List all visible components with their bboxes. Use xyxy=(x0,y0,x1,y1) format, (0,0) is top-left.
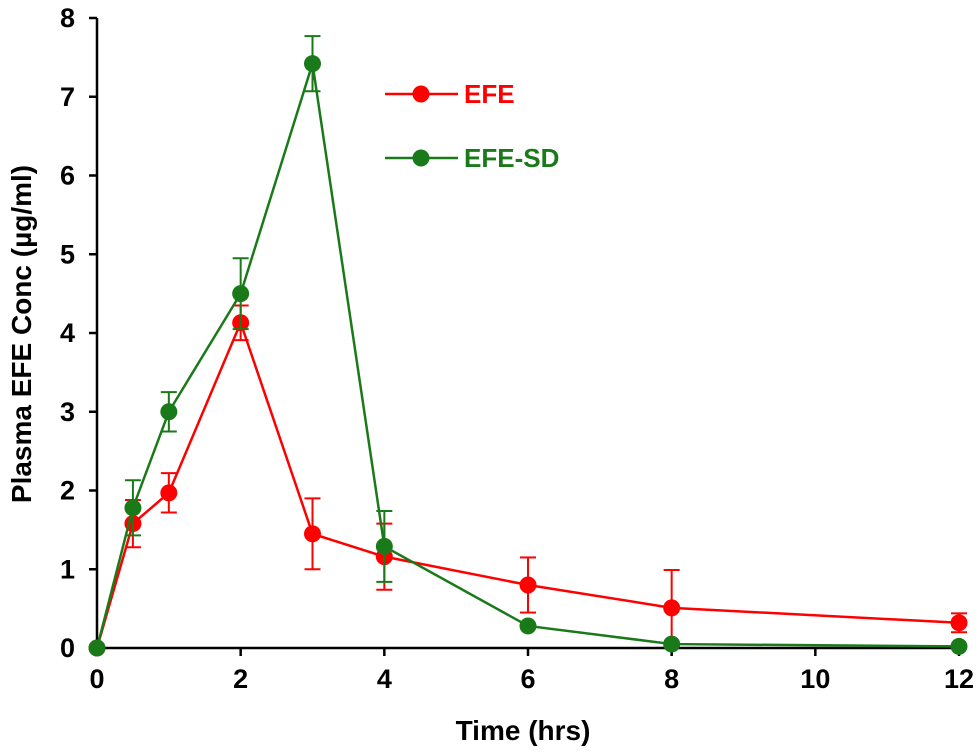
data-point xyxy=(160,403,178,421)
x-tick-label: 8 xyxy=(664,664,679,694)
y-tick-label: 5 xyxy=(60,239,75,269)
x-tick-label: 0 xyxy=(89,664,104,694)
y-tick-label: 0 xyxy=(60,633,75,663)
data-point xyxy=(124,499,142,517)
y-axis-ticks: 0 1 2 3 4 5 6 7 8 xyxy=(60,3,97,663)
x-axis-title: Time (hrs) xyxy=(456,715,591,746)
data-point xyxy=(950,614,968,632)
y-tick-label: 6 xyxy=(60,161,75,191)
y-tick-label: 2 xyxy=(60,476,75,506)
legend-marker xyxy=(412,85,430,103)
data-point xyxy=(375,537,393,555)
axes xyxy=(95,18,959,650)
x-tick-label: 6 xyxy=(520,664,535,694)
legend-label: EFE-SD xyxy=(464,143,559,173)
data-point xyxy=(232,285,250,303)
x-axis-ticks: 0 2 4 6 8 10 12 xyxy=(89,648,974,694)
data-point xyxy=(160,484,178,502)
y-tick-label: 1 xyxy=(60,554,75,584)
x-tick-label: 2 xyxy=(233,664,248,694)
y-axis-title: Plasma EFE Conc (µg/ml) xyxy=(6,165,37,503)
legend: EFE EFE-SD xyxy=(385,79,559,173)
x-tick-label: 12 xyxy=(944,664,974,694)
x-tick-label: 10 xyxy=(800,664,830,694)
legend-marker xyxy=(412,149,430,167)
x-tick-label: 4 xyxy=(377,664,392,694)
data-point xyxy=(304,55,321,73)
data-point xyxy=(663,599,681,617)
data-point xyxy=(950,637,968,655)
plot-area xyxy=(88,35,968,657)
y-tick-label: 3 xyxy=(60,397,75,427)
data-point xyxy=(88,639,106,657)
data-point xyxy=(304,525,321,543)
series-efe-sd xyxy=(88,35,968,657)
data-point xyxy=(519,576,537,594)
legend-item: EFE-SD xyxy=(385,143,559,173)
y-tick-label: 7 xyxy=(60,82,75,112)
data-point xyxy=(663,635,681,653)
y-tick-label: 8 xyxy=(60,3,75,33)
data-point xyxy=(519,617,537,635)
y-tick-label: 4 xyxy=(60,318,75,348)
series-efe xyxy=(88,304,968,657)
legend-item: EFE xyxy=(385,79,515,109)
legend-label: EFE xyxy=(464,79,515,109)
